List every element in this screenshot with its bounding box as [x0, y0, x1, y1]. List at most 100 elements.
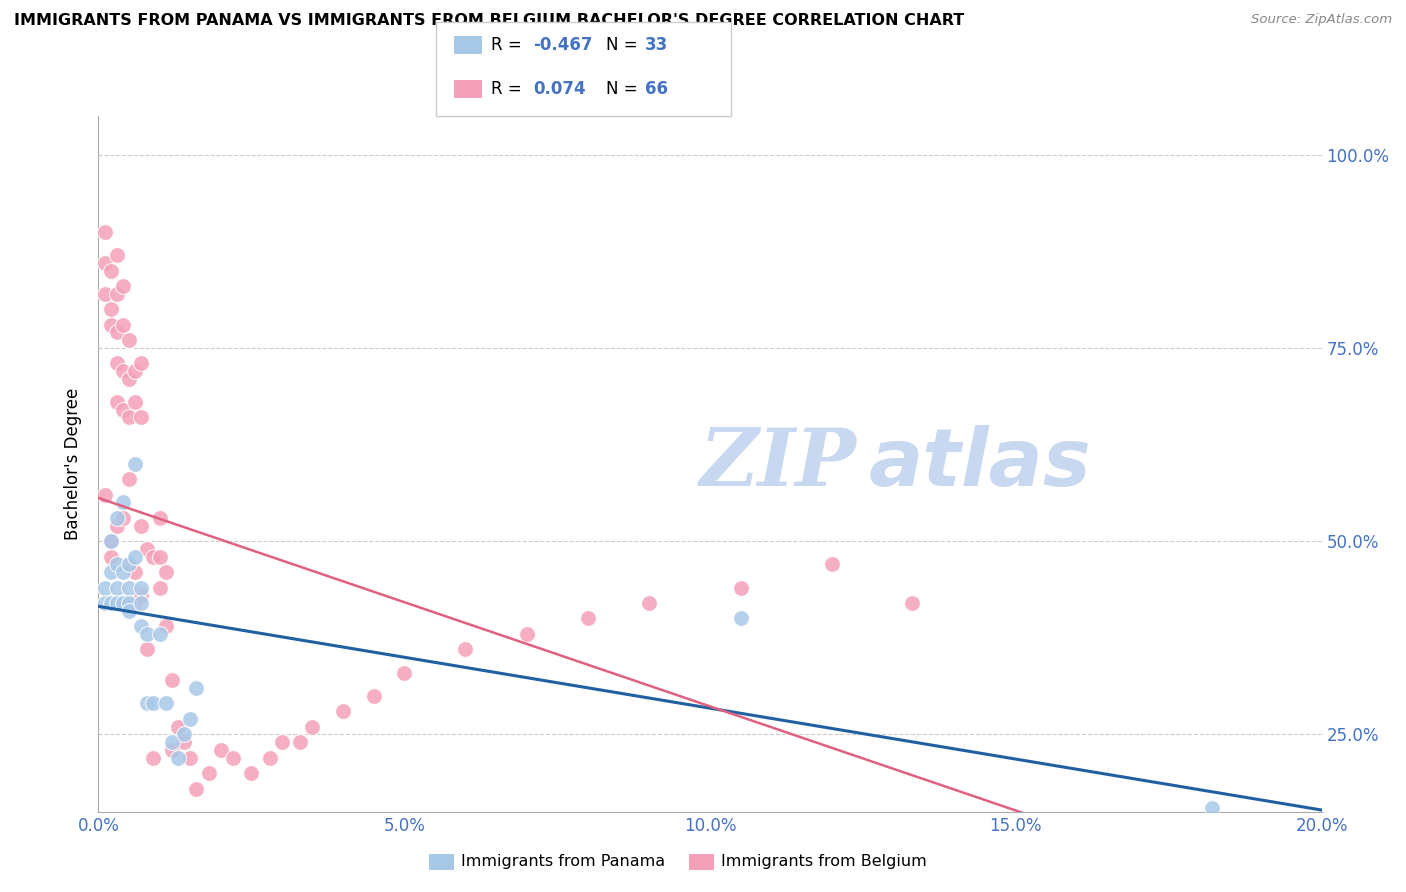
Point: [118, 372, 141, 386]
Point: [100, 565, 122, 579]
Point: [105, 518, 128, 533]
Point: [136, 697, 159, 711]
Point: [105, 356, 128, 370]
Point: [111, 596, 134, 610]
Point: [118, 558, 141, 572]
Text: N =: N =: [606, 36, 643, 54]
Point: [129, 356, 152, 370]
Point: [149, 627, 172, 641]
Text: atlas: atlas: [869, 425, 1092, 503]
Point: [129, 410, 152, 425]
Text: Immigrants from Belgium: Immigrants from Belgium: [721, 855, 927, 869]
Point: [155, 565, 177, 579]
Point: [105, 558, 128, 572]
Point: [730, 581, 752, 595]
Point: [118, 472, 141, 486]
Point: [222, 750, 245, 764]
Point: [124, 596, 146, 610]
Point: [129, 588, 152, 602]
Point: [111, 318, 134, 332]
Point: [100, 263, 122, 277]
Point: [118, 596, 141, 610]
Point: [93, 488, 115, 502]
Point: [160, 743, 183, 757]
Point: [93, 225, 115, 239]
Point: [100, 534, 122, 549]
Y-axis label: Bachelor's Degree: Bachelor's Degree: [65, 388, 83, 540]
Point: [111, 495, 134, 509]
Point: [118, 333, 141, 347]
Point: [93, 581, 115, 595]
Point: [142, 750, 165, 764]
Point: [124, 395, 146, 409]
Point: [124, 364, 146, 378]
Point: [209, 743, 232, 757]
Point: [290, 735, 312, 749]
Point: [270, 735, 292, 749]
Point: [363, 689, 385, 703]
Point: [332, 704, 354, 718]
Point: [173, 727, 195, 741]
Point: [136, 642, 159, 657]
Text: -0.467: -0.467: [533, 36, 592, 54]
Point: [111, 511, 134, 525]
Text: N =: N =: [606, 80, 643, 98]
Point: [100, 596, 122, 610]
Point: [111, 402, 134, 417]
Point: [129, 581, 152, 595]
Text: ZIP: ZIP: [700, 425, 856, 502]
Point: [111, 279, 134, 293]
Text: 33: 33: [645, 36, 669, 54]
Point: [129, 619, 152, 633]
Text: Immigrants from Panama: Immigrants from Panama: [461, 855, 665, 869]
Point: [142, 549, 165, 564]
Point: [149, 511, 172, 525]
Point: [1201, 801, 1223, 815]
Point: [155, 697, 177, 711]
Point: [160, 673, 183, 688]
Point: [179, 712, 201, 726]
Point: [901, 596, 924, 610]
Text: 66: 66: [645, 80, 668, 98]
Point: [124, 457, 146, 471]
Point: [124, 549, 146, 564]
Point: [105, 511, 128, 525]
Point: [167, 750, 190, 764]
Point: [93, 256, 115, 270]
Point: [149, 549, 172, 564]
Point: [129, 518, 152, 533]
Point: [93, 596, 115, 610]
Point: [155, 619, 177, 633]
Point: [136, 541, 159, 556]
Point: [186, 781, 208, 796]
Point: [105, 326, 128, 340]
Point: [118, 581, 141, 595]
Point: [186, 681, 208, 695]
Text: Source: ZipAtlas.com: Source: ZipAtlas.com: [1251, 13, 1392, 27]
Point: [637, 596, 661, 610]
Point: [105, 286, 128, 301]
Point: [730, 611, 752, 625]
Point: [105, 596, 128, 610]
Point: [142, 697, 165, 711]
Point: [197, 766, 219, 780]
Point: [124, 565, 146, 579]
Point: [240, 766, 263, 780]
Point: [105, 395, 128, 409]
Text: 0.074: 0.074: [533, 80, 585, 98]
Point: [100, 534, 122, 549]
Point: [173, 735, 195, 749]
Point: [118, 558, 141, 572]
Point: [100, 549, 122, 564]
Point: [454, 642, 477, 657]
Point: [111, 364, 134, 378]
Point: [179, 750, 201, 764]
Point: [149, 581, 172, 595]
Point: [105, 248, 128, 262]
Point: [259, 750, 281, 764]
Point: [118, 604, 141, 618]
Point: [301, 720, 323, 734]
Point: [160, 735, 183, 749]
Point: [392, 665, 416, 680]
Text: R =: R =: [491, 80, 531, 98]
